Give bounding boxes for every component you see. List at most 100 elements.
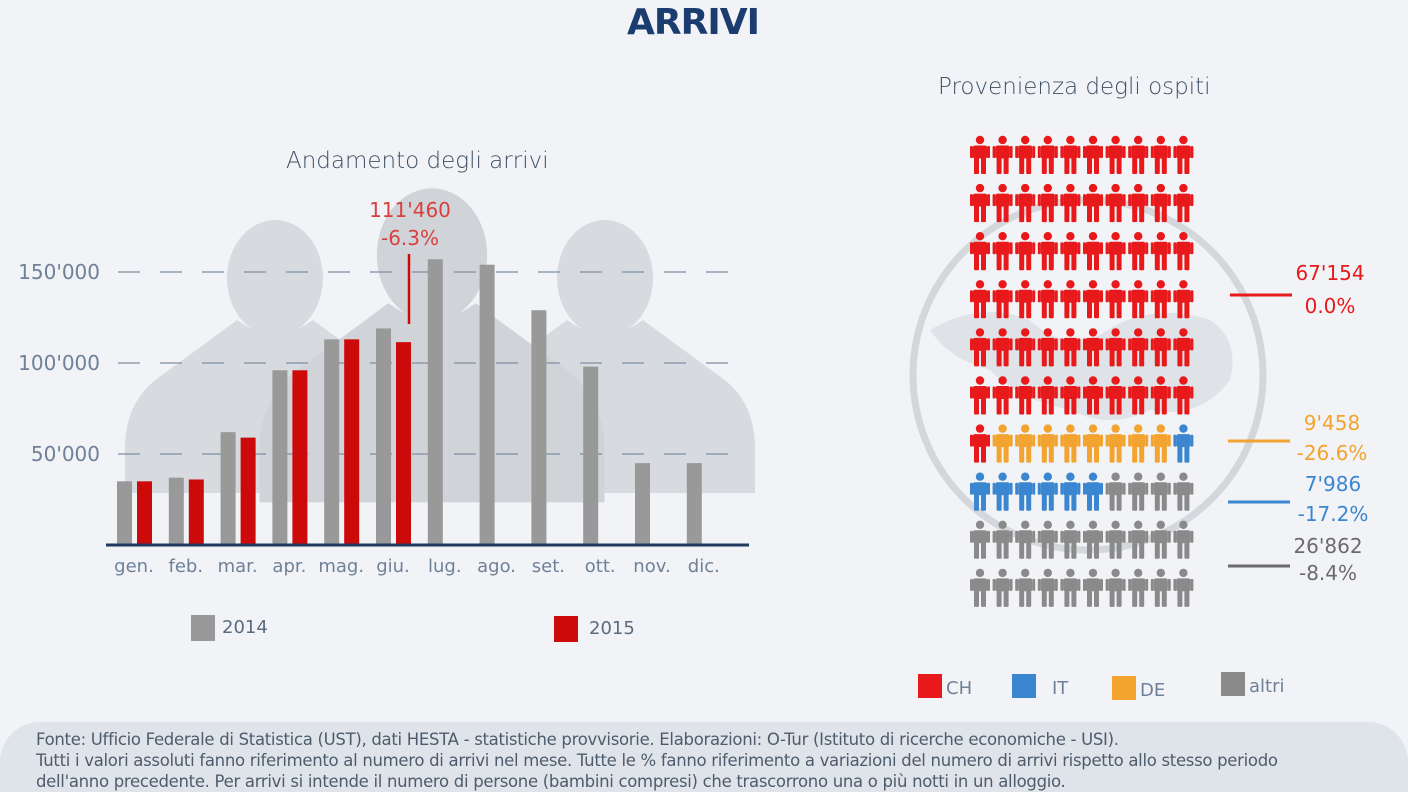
- source-line-1: Fonte: Ufficio Federale di Statistica (U…: [36, 730, 1119, 749]
- legend-label-2015: 2015: [589, 618, 635, 639]
- person-icon-altri: [1173, 568, 1194, 607]
- person-icon-it: [1037, 472, 1058, 511]
- segment-callouts: 67'154 0.0% 9'458 -26.6% 7'986 -17.2% 26'862 -8…: [1228, 261, 1368, 585]
- person-icon-ch: [1150, 135, 1171, 174]
- x-tick-label: mag.: [318, 556, 364, 577]
- person-icon-altri: [1128, 472, 1149, 511]
- person-icon-ch: [1173, 183, 1194, 223]
- bar-2014-ago: [479, 264, 495, 545]
- person-icon-it: [992, 472, 1013, 511]
- x-tick-label: ott.: [585, 556, 616, 577]
- x-tick-label: ago.: [477, 556, 516, 577]
- person-icon-ch: [970, 376, 990, 415]
- bar-2014-apr: [272, 370, 288, 545]
- annotation-value: 111'460: [369, 198, 451, 222]
- person-icon-altri: [1060, 568, 1081, 607]
- person-icon-ch: [970, 232, 990, 271]
- person-icon-ch: [1150, 232, 1171, 271]
- person-icon-ch: [970, 135, 990, 174]
- x-tick-label: mar.: [218, 556, 258, 577]
- x-tick-label: giu.: [376, 556, 410, 577]
- y-tick-label: 150'000: [18, 260, 100, 284]
- person-icon-ch: [1083, 135, 1103, 174]
- person-icon-altri: [1105, 568, 1126, 607]
- legend-swatch-ch: [918, 674, 942, 698]
- person-icon-altri: [1173, 472, 1194, 511]
- person-icon-ch: [992, 135, 1013, 174]
- x-tick-label: apr.: [272, 556, 306, 577]
- person-icon-altri: [1128, 520, 1149, 559]
- person-icon-altri: [1083, 568, 1103, 607]
- x-tick-label: feb.: [169, 556, 204, 577]
- person-icon-ch: [1173, 232, 1194, 271]
- x-tick-label: nov.: [633, 556, 670, 577]
- legend-label-altri: altri: [1249, 676, 1285, 697]
- person-icon-altri: [1105, 520, 1126, 559]
- bar-2015-mar: [240, 437, 256, 545]
- bar-2014-giu: [376, 328, 391, 545]
- callout-change-ch: 0.0%: [1305, 294, 1356, 318]
- person-icon-ch: [1037, 183, 1058, 223]
- person-icon-de: [1015, 424, 1036, 463]
- callout-change-it: -17.2%: [1298, 502, 1369, 526]
- person-icon-altri: [1105, 472, 1126, 511]
- person-icon-altri: [992, 568, 1013, 607]
- person-icon-it: [1173, 424, 1194, 463]
- x-tick-label: lug.: [428, 556, 462, 577]
- bar-2014-lug: [427, 259, 443, 545]
- bar-2014-gen: [117, 481, 132, 545]
- person-icon-ch: [1105, 135, 1126, 174]
- person-icon-ch: [1015, 135, 1036, 174]
- person-icon-ch: [1128, 135, 1149, 174]
- arrivals-bar-chart: gen. feb. mar. apr. mag. giu. lug. ago. set. ott.…: [18, 188, 755, 642]
- legend-swatch-2015: [554, 616, 578, 642]
- person-icon-altri: [1015, 520, 1036, 559]
- person-icon-altri: [970, 520, 990, 559]
- legend-swatch-2014: [191, 615, 215, 641]
- person-icon-ch: [1060, 280, 1081, 319]
- legend-swatch-it: [1012, 674, 1036, 698]
- bar-2014-mar: [220, 432, 236, 545]
- person-icon-ch: [1037, 280, 1058, 319]
- person-icon-ch: [1173, 280, 1194, 319]
- bar-2014-dic: [686, 463, 702, 545]
- person-icon-de: [1128, 424, 1149, 463]
- person-icon-altri: [1037, 568, 1058, 607]
- person-icon-ch: [1037, 232, 1058, 271]
- person-icon-de: [1060, 424, 1081, 463]
- callout-change-de: -26.6%: [1297, 441, 1368, 465]
- legend-label-de: DE: [1140, 680, 1165, 701]
- source-line-2: Tutti i valori assoluti fanno riferiment…: [36, 751, 1278, 770]
- legend-label-it: IT: [1052, 678, 1069, 699]
- y-tick-label: 50'000: [31, 442, 100, 466]
- source-footer: Fonte: Ufficio Federale di Statistica (U…: [0, 722, 1408, 792]
- bar-2014-nov: [635, 463, 650, 545]
- person-icon-ch: [1015, 232, 1036, 271]
- bar-2015-giu: [396, 342, 411, 545]
- person-icon-ch: [1083, 232, 1103, 271]
- bar-legend: 2014 2015: [191, 615, 635, 642]
- person-icon-altri: [1150, 520, 1171, 559]
- guest-origin-pictogram: 67'154 0.0% 9'458 -26.6% 7'986 -17.2% 26'862 -8…: [909, 135, 1368, 701]
- x-tick-label: dic.: [688, 556, 720, 577]
- callout-change-altri: -8.4%: [1299, 561, 1357, 585]
- person-icon-altri: [1128, 568, 1149, 607]
- person-icon-ch: [970, 424, 990, 463]
- bar-2015-feb: [188, 479, 204, 545]
- annotation-change: -6.3%: [381, 226, 439, 250]
- person-icon-de: [1083, 424, 1103, 463]
- y-tick-label: 100'000: [18, 351, 100, 375]
- legend-label-2014: 2014: [222, 617, 268, 638]
- legend-swatch-altri: [1221, 672, 1245, 696]
- person-icon-ch: [1083, 280, 1103, 319]
- person-icon-it: [1083, 472, 1103, 511]
- person-icon-ch: [1037, 135, 1058, 174]
- person-icon-ch: [1105, 232, 1126, 271]
- person-icon-ch: [1105, 280, 1126, 319]
- legend-swatch-de: [1112, 676, 1136, 700]
- person-icon-altri: [1015, 568, 1036, 607]
- bar-chart-title: Andamento degli arrivi: [286, 148, 549, 174]
- person-icon-altri: [1037, 520, 1058, 559]
- person-icon-de: [992, 424, 1013, 463]
- person-icon-ch: [1128, 280, 1149, 319]
